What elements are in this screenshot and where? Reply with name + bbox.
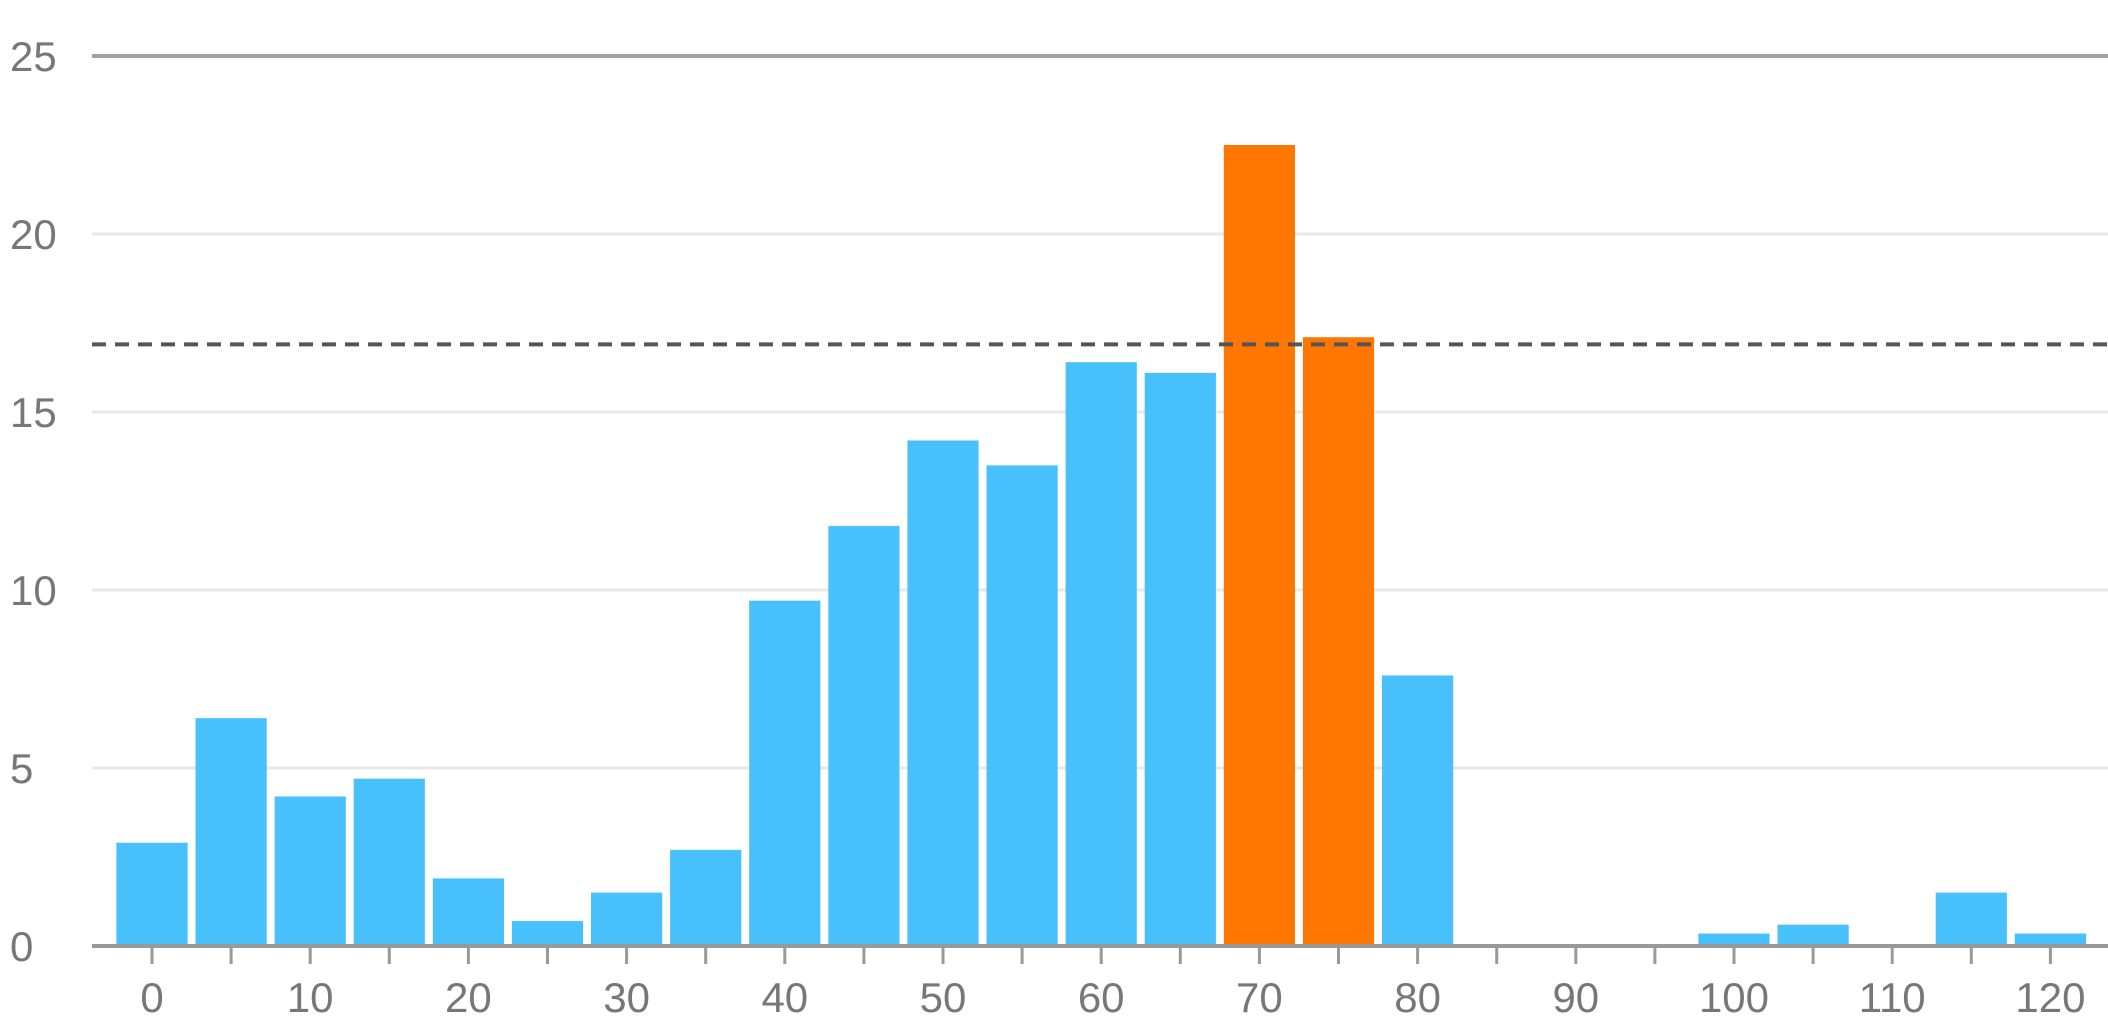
bar-55 (986, 465, 1058, 946)
x-tick-label-100: 100 (1699, 974, 1769, 1021)
bar-30 (591, 892, 663, 946)
bar-15 (353, 778, 425, 946)
x-tick-label-120: 120 (2015, 974, 2085, 1021)
y-tick-label-10: 10 (10, 567, 57, 614)
x-tick-label-70: 70 (1236, 974, 1283, 1021)
bar-10 (274, 796, 346, 946)
bar-120 (2014, 933, 2086, 946)
x-tick-label-10: 10 (287, 974, 334, 1021)
bar-45 (828, 525, 900, 946)
bar-105 (1777, 924, 1849, 946)
bar-65 (1144, 372, 1216, 947)
x-tick-label-60: 60 (1078, 974, 1125, 1021)
x-tick-label-0: 0 (140, 974, 163, 1021)
bar-115 (1935, 892, 2007, 946)
x-axis-tick-labels: 0 10 20 30 40 50 60 70 80 90 100 110 120 (140, 974, 2085, 1021)
y-tick-label-0: 0 (10, 923, 33, 970)
bar-60 (1065, 362, 1137, 946)
y-tick-label-20: 20 (10, 211, 57, 258)
bar-5 (195, 718, 267, 946)
y-tick-label-15: 15 (10, 389, 57, 436)
bar-25 (511, 921, 584, 946)
x-tick-label-30: 30 (603, 974, 650, 1021)
y-tick-label-5: 5 (10, 745, 33, 792)
bar-80 (1382, 675, 1454, 946)
x-tick-label-90: 90 (1552, 974, 1599, 1021)
x-tick-label-20: 20 (445, 974, 492, 1021)
bar-highlight-75 (1302, 337, 1375, 946)
bars (116, 145, 2086, 947)
x-tick-label-50: 50 (920, 974, 967, 1021)
bar-20 (432, 878, 504, 946)
y-tick-label-25: 25 (10, 33, 57, 80)
x-tick-label-40: 40 (761, 974, 808, 1021)
x-tick-label-80: 80 (1394, 974, 1441, 1021)
y-axis-tick-labels: 0 5 10 15 20 25 (10, 33, 57, 970)
x-axis (92, 944, 2108, 964)
bar-100 (1698, 933, 1770, 946)
bar-50 (907, 440, 979, 946)
bar-40 (749, 600, 821, 946)
x-tick-label-110: 110 (1859, 974, 1926, 1021)
bar-35 (670, 849, 742, 946)
bar-0 (116, 842, 188, 946)
bar-highlight-70 (1223, 145, 1295, 946)
